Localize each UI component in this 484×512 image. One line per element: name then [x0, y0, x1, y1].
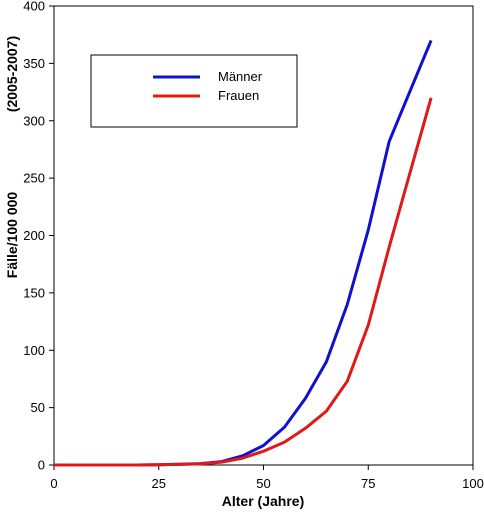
x-tick-label: 75 [361, 476, 375, 491]
legend-label-frauen: Frauen [218, 88, 259, 103]
x-axis-label: Alter (Jahre) [222, 493, 304, 509]
series-line-frauen [54, 97, 433, 467]
y-tick-label: 50 [31, 400, 45, 415]
y-tick-label: 0 [38, 458, 45, 473]
y-tick-label: 200 [23, 228, 45, 243]
y-tick-label: 300 [23, 113, 45, 128]
y-axis-label-line2: (2005-2007) [4, 36, 20, 112]
x-tick-label: 0 [50, 476, 57, 491]
y-axis-label-line1: Fälle/100 000 [4, 192, 20, 279]
legend-label-maenner: Männer [218, 69, 263, 84]
y-tick-label: 350 [23, 56, 45, 71]
y-tick-label: 250 [23, 171, 45, 186]
y-tick-label: 100 [23, 343, 45, 358]
series-lines [54, 39, 433, 467]
y-tick-label: 400 [23, 0, 45, 14]
y-tick-label: 150 [23, 285, 45, 300]
legend-box [90, 54, 298, 128]
x-tick-label: 50 [256, 476, 270, 491]
legend: Männer Frauen [90, 54, 298, 128]
y-axis: 0 50 100 150 200 250 300 350 400 [23, 0, 54, 473]
x-tick-label: 25 [152, 476, 166, 491]
x-tick-label: 100 [462, 476, 484, 491]
x-axis: 0 25 50 75 100 [50, 465, 484, 491]
